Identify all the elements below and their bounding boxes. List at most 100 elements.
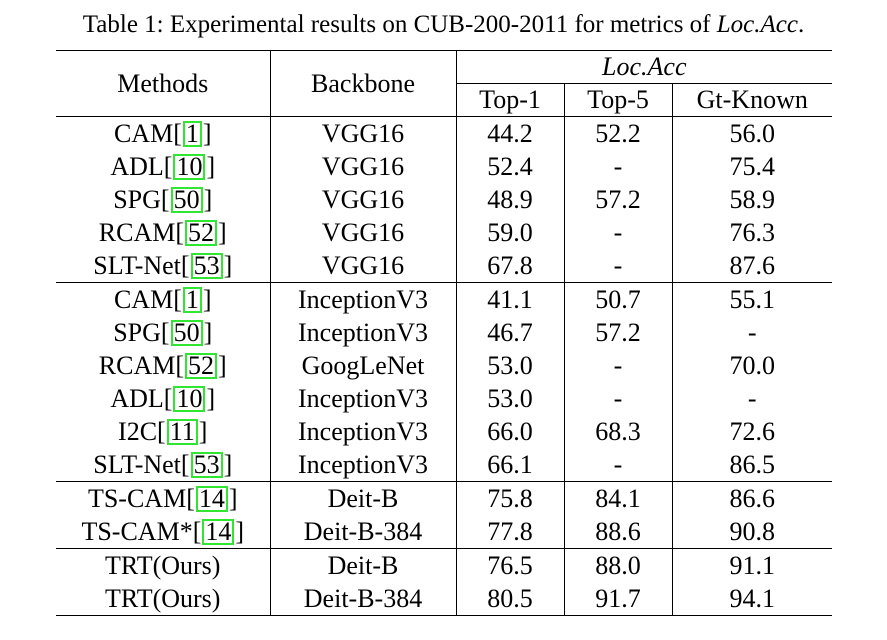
top5-cell: - bbox=[564, 150, 673, 183]
method-cell: RCAM[52] bbox=[56, 216, 271, 249]
gt-known-cell: 70.0 bbox=[729, 351, 776, 380]
method-name: CAM bbox=[113, 119, 174, 148]
citation-link[interactable]: 53 bbox=[190, 452, 223, 478]
results-table: Methods Backbone Loc.Acc Top-1 Top-5 Gt-… bbox=[56, 50, 832, 616]
citation-open-bracket: [ bbox=[180, 251, 190, 280]
backbone-cell: VGG16 bbox=[270, 216, 457, 249]
top1-cell: 53.0 bbox=[456, 382, 565, 415]
top1-cell: 80.5 bbox=[456, 582, 565, 616]
citation-open-bracket: [ bbox=[160, 185, 170, 214]
gt-known-cell: - bbox=[747, 384, 757, 413]
header-top1: Top-1 bbox=[456, 83, 565, 117]
citation-open-bracket: [ bbox=[163, 152, 173, 181]
citation-open-bracket: [ bbox=[175, 351, 185, 380]
citation-open-bracket: [ bbox=[192, 517, 202, 546]
table-row: CAM[1] InceptionV3 41.1 50.7 55.1 bbox=[56, 282, 832, 316]
method-cell: SPG[50] bbox=[56, 183, 271, 216]
header-backbone: Backbone bbox=[270, 50, 457, 117]
citation-open-bracket: [ bbox=[160, 318, 170, 347]
table-row: TS-CAM*[14] Deit-B-384 77.8 88.6 90.8 bbox=[56, 515, 832, 549]
method-name: RCAM bbox=[98, 218, 176, 247]
citation-close-bracket: ] bbox=[218, 351, 227, 380]
top5-cell: 68.3 bbox=[564, 415, 673, 448]
citation-link[interactable]: 14 bbox=[202, 519, 235, 545]
citation-open-bracket: [ bbox=[163, 384, 173, 413]
caption-suffix: . bbox=[797, 11, 805, 38]
table-row: RCAM[52] VGG16 59.0-76.3 bbox=[56, 216, 832, 249]
citation-link[interactable]: 52 bbox=[185, 353, 218, 379]
backbone-cell: Deit-B bbox=[270, 548, 457, 582]
method-cell: I2C[11] bbox=[56, 415, 271, 448]
citation-link[interactable]: 11 bbox=[166, 419, 198, 445]
gt-known-cell: 87.6 bbox=[729, 251, 776, 280]
gt-known-cell: - bbox=[747, 318, 757, 347]
method-cell: SLT-Net[53] bbox=[56, 249, 271, 283]
citation-open-bracket: [ bbox=[180, 450, 190, 479]
backbone-cell: Deit-B-384 bbox=[270, 582, 457, 616]
citation-link[interactable]: 1 bbox=[182, 287, 202, 313]
citation-open-bracket: [ bbox=[186, 484, 195, 513]
citation-open-bracket: [ bbox=[175, 218, 185, 247]
table-row: SPG[50] VGG16 48.9 57.2 58.9 bbox=[56, 183, 832, 216]
backbone-cell: InceptionV3 bbox=[270, 382, 457, 415]
top5-cell: - bbox=[564, 216, 673, 249]
citation-close-bracket: ] bbox=[206, 384, 216, 413]
top1-cell: 75.8 bbox=[456, 481, 565, 515]
top1-cell: 41.1 bbox=[456, 282, 565, 316]
gt-known-cell: 91.1 bbox=[672, 548, 832, 582]
backbone-cell: InceptionV3 bbox=[270, 448, 457, 482]
gt-known-cell: 75.4 bbox=[729, 152, 776, 181]
top5-cell: - bbox=[564, 448, 673, 482]
table-row: SLT-Net[53] InceptionV3 66.1-86.5 bbox=[56, 448, 832, 482]
method-name: I2C bbox=[118, 417, 158, 446]
method-name: SPG bbox=[113, 318, 161, 347]
citation-link[interactable]: 14 bbox=[195, 486, 228, 512]
citation-link[interactable]: 50 bbox=[170, 187, 203, 213]
header-loc-acc: Loc.Acc bbox=[456, 50, 832, 84]
backbone-cell: VGG16 bbox=[270, 249, 457, 283]
table-row: TRT(Ours) Deit-B 76.5 88.0 91.1 bbox=[56, 548, 832, 582]
table-row: ADL[10] VGG16 52.4-75.4 bbox=[56, 150, 832, 183]
gt-known-cell: 90.8 bbox=[729, 517, 776, 546]
method-cell: TS-CAM*[14] bbox=[56, 515, 271, 549]
citation-link[interactable]: 1 bbox=[182, 121, 202, 147]
citation-close-bracket: ] bbox=[198, 417, 208, 446]
header-methods: Methods bbox=[56, 50, 271, 117]
gt-known-cell: 86.5 bbox=[729, 450, 776, 479]
citation-open-bracket: [ bbox=[173, 119, 182, 148]
citation-link[interactable]: 10 bbox=[173, 154, 206, 180]
citation-open-bracket: [ bbox=[157, 417, 166, 446]
top1-cell: 44.2 bbox=[456, 116, 565, 150]
method-name: TS-CAM bbox=[87, 484, 187, 513]
citation-close-bracket: ] bbox=[206, 152, 216, 181]
top5-cell: 52.2 bbox=[564, 116, 673, 150]
method-cell: ADL[10] bbox=[56, 382, 271, 415]
top5-cell: - bbox=[564, 249, 673, 283]
method-name: TRT(Ours) bbox=[105, 584, 221, 613]
citation-close-bracket: ] bbox=[202, 119, 212, 148]
citation-link[interactable]: 10 bbox=[173, 386, 206, 412]
backbone-cell: InceptionV3 bbox=[270, 316, 457, 349]
gt-known-cell: 72.6 bbox=[729, 417, 776, 446]
method-cell: SLT-Net[53] bbox=[56, 448, 271, 482]
citation-link[interactable]: 53 bbox=[190, 253, 223, 279]
top1-cell: 76.5 bbox=[456, 548, 565, 582]
top1-cell: 67.8 bbox=[456, 249, 565, 283]
table-row: SPG[50] InceptionV3 46.7 57.2- bbox=[56, 316, 832, 349]
backbone-cell: InceptionV3 bbox=[270, 282, 457, 316]
top1-cell: 77.8 bbox=[456, 515, 565, 549]
gt-known-cell: 56.0 bbox=[729, 119, 776, 148]
caption-metric: Loc.Acc bbox=[716, 11, 798, 38]
top1-cell: 52.4 bbox=[456, 150, 565, 183]
top1-cell: 46.7 bbox=[456, 316, 565, 349]
citation-link[interactable]: 50 bbox=[170, 320, 203, 346]
top5-cell: 88.0 bbox=[564, 548, 673, 582]
method-cell: TRT(Ours) bbox=[56, 548, 271, 582]
backbone-cell: VGG16 bbox=[270, 116, 457, 150]
gt-known-cell: 55.1 bbox=[672, 282, 832, 316]
method-cell: TRT(Ours) bbox=[56, 582, 271, 616]
table-row: SLT-Net[53] VGG16 67.8- 87.6 bbox=[56, 249, 832, 283]
citation-link[interactable]: 52 bbox=[185, 220, 218, 246]
table-row: RCAM[52] GoogLeNet 53.0-70.0 bbox=[56, 349, 832, 382]
citation-open-bracket: [ bbox=[173, 285, 182, 314]
